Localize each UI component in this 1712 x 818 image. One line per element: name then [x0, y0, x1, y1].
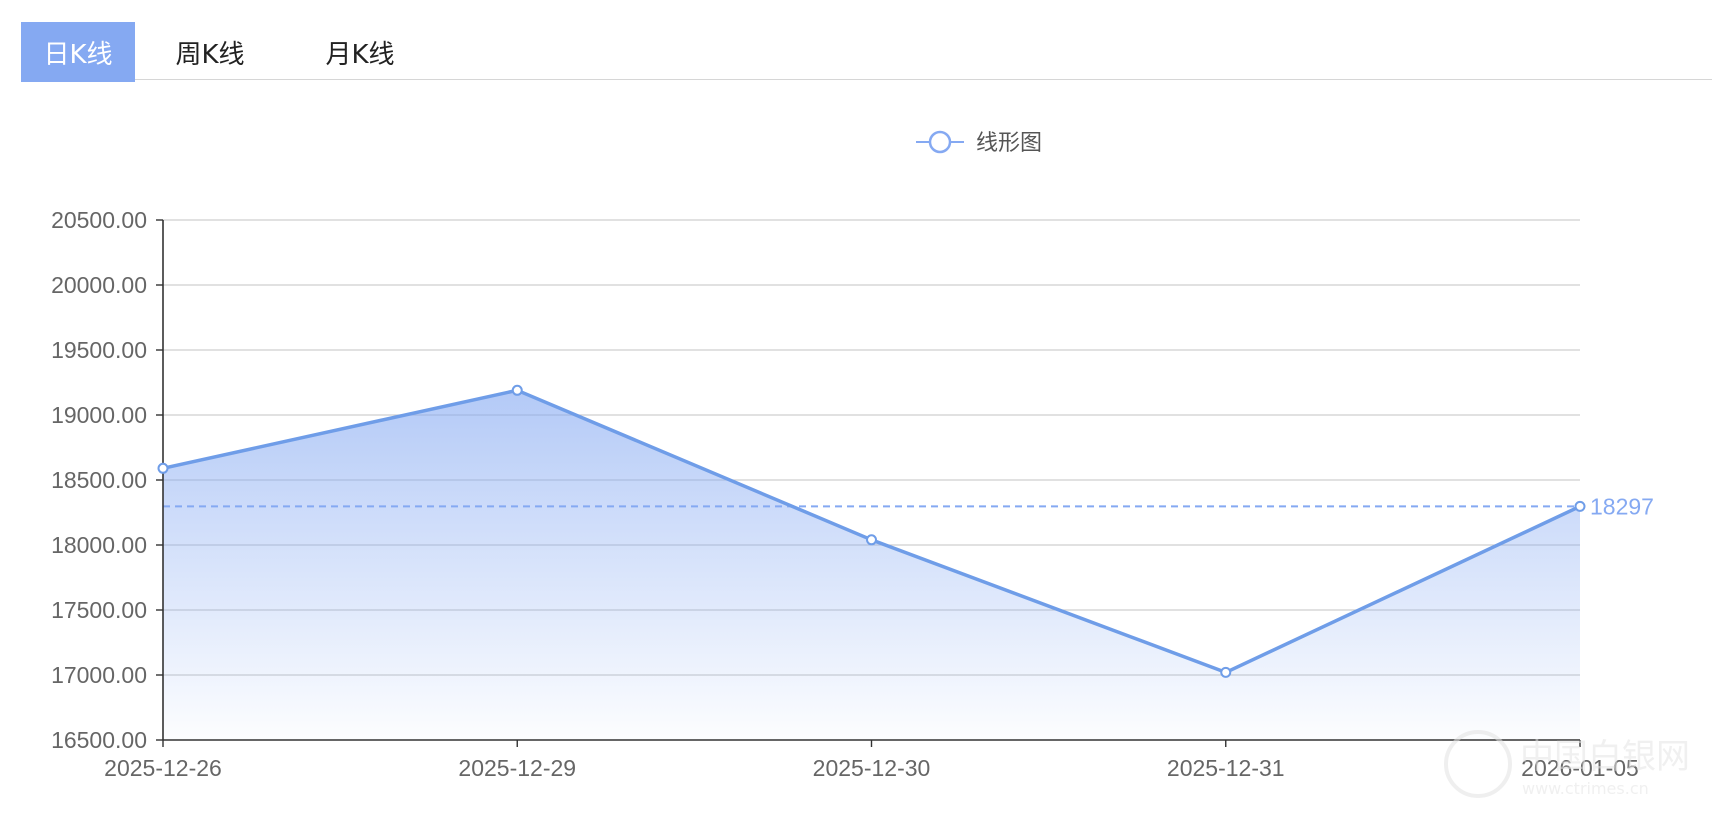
data-point[interactable] [157, 462, 169, 474]
y-tick-label: 19000.00 [51, 402, 147, 428]
series-area [163, 390, 1580, 740]
y-tick-label: 20000.00 [51, 272, 147, 298]
area-fill [163, 390, 1580, 740]
x-tick-label: 2025-12-31 [1167, 755, 1285, 781]
tab-monthly-kline[interactable]: 月K线 [325, 39, 395, 70]
legend-label: 线形图 [976, 131, 1042, 156]
chart-axes [156, 219, 1581, 747]
data-point[interactable] [1220, 666, 1232, 678]
watermark-domain: www.ctrimes.cn [1522, 779, 1649, 798]
tab-daily-kline[interactable]: 日K线 [21, 22, 135, 82]
y-tick-label: 20500.00 [51, 207, 147, 233]
y-axis-labels: 16500.00 17000.00 17500.00 18000.00 18500.00… [51, 207, 147, 753]
watermark-logo: 中国白银网 www.ctrimes.cn [1444, 730, 1690, 798]
data-point[interactable] [866, 534, 877, 546]
chart-legend[interactable]: 线形图 [916, 130, 1042, 156]
watermark-circle-icon [1444, 730, 1512, 798]
legend-circle-icon [928, 130, 952, 154]
data-point[interactable] [1574, 500, 1586, 512]
x-axis-labels: 2025-12-26 2025-12-29 2025-12-30 2025-12-31… [104, 755, 1639, 781]
data-point[interactable] [511, 384, 523, 396]
watermark-text: 中国白银网 [1520, 737, 1690, 777]
average-markline: 18297 [163, 493, 1654, 519]
tab-weekly-kline[interactable]: 周K线 [175, 39, 245, 70]
kline-period-tabs: 日K线 周K线 月K线 [21, 22, 1712, 82]
y-tick-label: 18000.00 [51, 532, 147, 558]
x-tick-label: 2025-12-29 [458, 755, 576, 781]
x-tick-label: 2025-12-30 [813, 755, 931, 781]
y-tick-label: 17500.00 [51, 597, 147, 623]
x-tick-label: 2026-01-05 [1521, 755, 1639, 781]
y-tick-label: 18500.00 [51, 467, 147, 493]
series-points [157, 384, 1586, 678]
x-tick-label: 2025-12-26 [104, 755, 222, 781]
markline-label: 18297 [1590, 493, 1654, 519]
y-tick-label: 17000.00 [51, 662, 147, 688]
y-tick-label: 19500.00 [51, 337, 147, 363]
y-tick-label: 16500.00 [51, 727, 147, 753]
